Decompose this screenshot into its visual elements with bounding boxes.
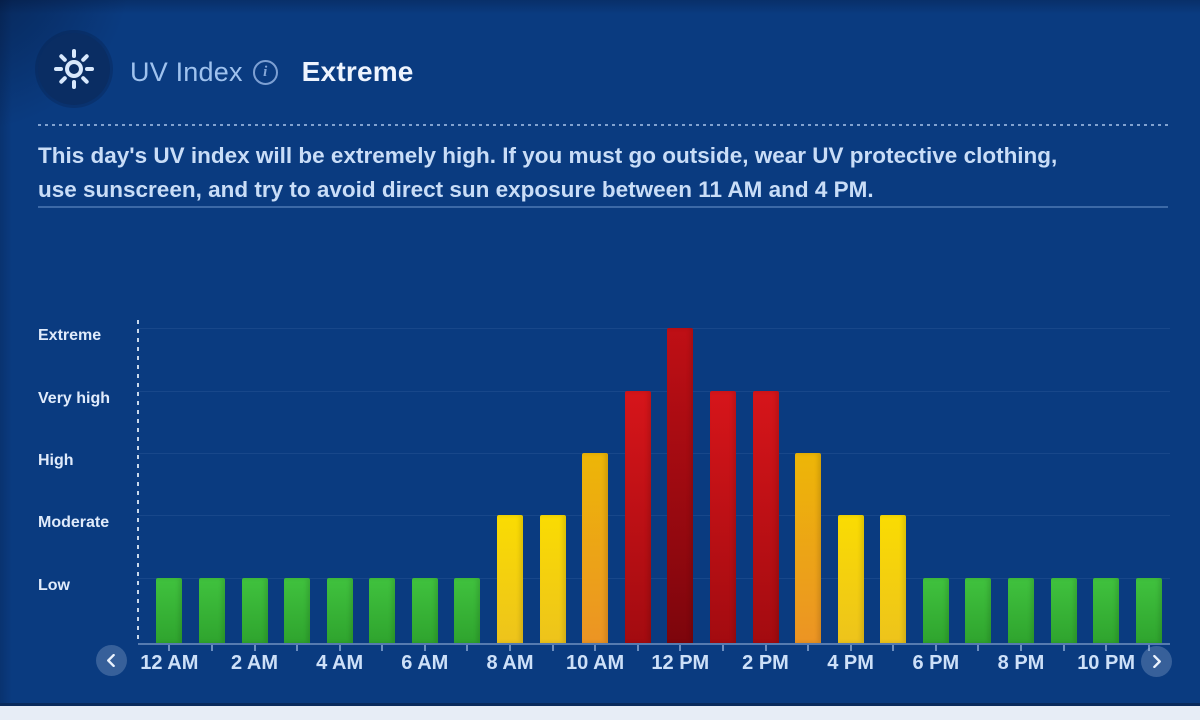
uv-bar-3am[interactable]: [284, 578, 310, 643]
hour-tick: [509, 645, 511, 651]
sun-icon-badge: [38, 33, 110, 105]
hour-tick: [934, 645, 937, 651]
y-axis-label: Extreme: [38, 327, 102, 344]
hour-tick: [977, 645, 980, 651]
uv-bar-4pm[interactable]: [837, 515, 864, 643]
uv-bar-7pm[interactable]: [965, 578, 992, 643]
x-axis-label: 10 PM: [1077, 652, 1135, 674]
x-axis-label: 6 AM: [401, 652, 449, 674]
y-axis-label: Very high: [38, 390, 111, 407]
x-axis-label: 12 AM: [140, 652, 199, 674]
uv-bar-12pm[interactable]: [667, 328, 694, 643]
hour-tick: [892, 645, 895, 651]
uv-description: This day's UV index will be extremely hi…: [38, 139, 1178, 207]
hour-tick: [1020, 645, 1022, 651]
hour-tick: [381, 645, 384, 651]
uv-bar-5am[interactable]: [369, 578, 396, 643]
x-axis-label: 2 PM: [742, 652, 789, 674]
uv-bar-10pm[interactable]: [1093, 578, 1120, 643]
uv-bar-6pm[interactable]: [922, 578, 949, 643]
gridline: [138, 515, 1170, 516]
x-axis-label: 10 AM: [566, 652, 625, 674]
gridline: [138, 328, 1170, 329]
uv-bar-2am[interactable]: [241, 578, 268, 643]
uv-bar-9am[interactable]: [539, 515, 566, 643]
y-axis-dashed-line: [137, 320, 139, 643]
hour-tick: [466, 645, 469, 651]
description-divider: [38, 206, 1168, 208]
hour-tick: [168, 645, 171, 651]
uv-hourly-chart: 12 AM 2 AM 4 AM 6 AM 8 AM 10 AM 12 PM 2 PM 4 PM 6…: [0, 318, 1200, 703]
hour-tick: [679, 645, 682, 651]
uv-bar-5pm[interactable]: [880, 515, 907, 643]
sun-icon: [52, 47, 96, 91]
uv-bar-2pm[interactable]: [752, 391, 779, 643]
chevron-left-icon: [105, 654, 118, 667]
gridline: [138, 391, 1170, 392]
hour-tick: [551, 645, 554, 651]
y-axis-label: High: [38, 452, 74, 469]
uv-description-line-1: This day's UV index will be extremely hi…: [38, 143, 1058, 168]
y-axis-label: Moderate: [38, 514, 110, 531]
hour-tick: [423, 645, 426, 651]
hour-tick: [296, 645, 298, 651]
hour-tick: [636, 645, 639, 651]
info-button[interactable]: i: [252, 59, 278, 85]
prev-hours-button[interactable]: [96, 645, 127, 676]
info-icon: i: [263, 63, 268, 80]
uv-bar-6am[interactable]: [411, 578, 438, 643]
uv-bar-10am[interactable]: [582, 453, 609, 643]
hour-tick: [253, 645, 256, 651]
uv-bar-8am[interactable]: [497, 515, 523, 643]
hour-tick: [594, 645, 597, 651]
uv-description-line-2: use sunscreen, and try to avoid direct s…: [38, 177, 874, 202]
gridline: [138, 578, 1170, 579]
chevron-right-icon: [1150, 655, 1163, 668]
uv-bar-1am[interactable]: [198, 578, 225, 643]
y-axis-label: Low: [38, 577, 70, 594]
uv-bar-11am[interactable]: [624, 391, 651, 643]
x-axis-label: 8 AM: [486, 652, 534, 674]
header: UV Index i Extreme: [130, 52, 414, 92]
hour-tick: [338, 645, 341, 651]
hour-tick: [1062, 645, 1065, 651]
hour-tick: [210, 645, 213, 651]
x-axis-baseline: [138, 643, 1170, 645]
hour-tick: [807, 645, 809, 651]
hour-tick: [1105, 645, 1108, 651]
uv-bar-9pm[interactable]: [1050, 578, 1077, 643]
gridline: [138, 453, 1170, 454]
uv-bar-1pm[interactable]: [709, 391, 736, 643]
uv-bar-7am[interactable]: [454, 578, 481, 643]
card-title: UV Index: [130, 56, 243, 87]
uv-bar-12am[interactable]: [156, 578, 183, 643]
x-axis-label: 4 AM: [316, 652, 364, 674]
uv-bar-4am[interactable]: [326, 578, 353, 643]
hour-tick: [1147, 645, 1150, 651]
uv-bar-8pm[interactable]: [1008, 578, 1034, 643]
x-axis-label: 4 PM: [827, 652, 874, 674]
header-dashed-divider: [38, 124, 1168, 126]
hour-tick: [849, 645, 852, 651]
hour-tick: [721, 645, 724, 651]
uv-bar-3pm[interactable]: [795, 453, 821, 643]
x-axis-label: 2 AM: [230, 652, 279, 674]
status-text: Extreme: [301, 56, 414, 87]
x-axis-label: 6 PM: [912, 652, 960, 674]
x-axis-label: 12 PM: [651, 652, 710, 674]
hour-tick: [764, 645, 767, 651]
x-axis-label: 8 PM: [997, 652, 1045, 674]
uv-bar-11pm[interactable]: [1135, 578, 1162, 643]
next-hours-button[interactable]: [1141, 646, 1172, 677]
